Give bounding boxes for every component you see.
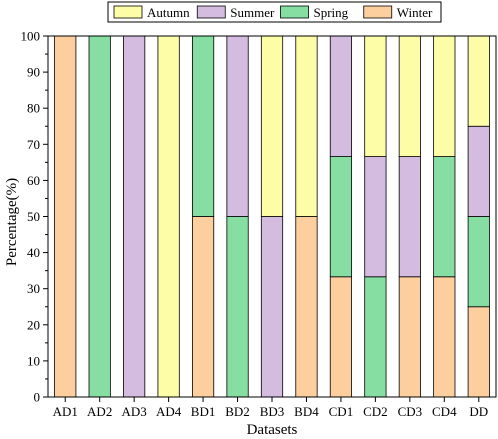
bar-cd4-winter [433, 276, 456, 398]
legend-swatch-winter [363, 5, 393, 19]
bar-bd3-autumn [260, 35, 284, 217]
bar-bd2-summer [226, 35, 249, 217]
bar-bd1-winter [191, 216, 215, 398]
y-axis-title: Percentage(%) [4, 178, 20, 266]
y-tick-label-10: 10 [27, 353, 40, 368]
bar-dd-autumn [467, 35, 490, 127]
legend-swatch-summer [196, 5, 226, 19]
bar-cd4-autumn [433, 35, 456, 157]
bar-cd3-autumn [398, 35, 421, 157]
x-tick-label-cd3: CD3 [398, 404, 423, 419]
x-tick-label-bd2: BD2 [225, 404, 250, 419]
x-tick-label-bd4: BD4 [294, 404, 319, 419]
x-tick-label-dd: DD [469, 404, 488, 419]
y-tick-label-50: 50 [27, 209, 40, 224]
bar-cd4-spring [433, 156, 456, 278]
bar-cd1-winter [329, 276, 353, 398]
bar-cd1-spring [329, 156, 353, 278]
bar-ad3-summer [123, 35, 146, 398]
y-tick-label-30: 30 [27, 281, 40, 296]
bar-bd2-spring [226, 216, 249, 398]
x-axis-title: Datasets [247, 422, 298, 438]
bar-ad1-winter [54, 35, 77, 398]
bar-dd-spring [467, 216, 490, 308]
y-tick-label-40: 40 [27, 245, 40, 260]
x-tick-label-ad3: AD3 [122, 404, 147, 419]
y-tick-label-70: 70 [27, 137, 40, 152]
bar-cd2-summer [364, 156, 387, 278]
x-tick-label-ad2: AD2 [87, 404, 112, 419]
x-tick-label-cd2: CD2 [363, 404, 388, 419]
x-tick-label-cd1: CD1 [329, 404, 354, 419]
x-tick-label-bd3: BD3 [260, 404, 285, 419]
bar-cd3-winter [398, 276, 421, 398]
legend-label-winter: Winter [397, 5, 433, 20]
bar-cd2-spring [364, 276, 387, 398]
legend-label-summer: Summer [230, 5, 275, 20]
bar-bd3-summer [260, 216, 284, 398]
x-tick-label-cd4: CD4 [432, 404, 457, 419]
bar-dd-winter [467, 306, 490, 398]
bar-bd4-autumn [295, 35, 318, 217]
y-tick-label-0: 0 [34, 390, 41, 405]
bar-bd1-spring [191, 35, 215, 217]
y-tick-label-60: 60 [27, 173, 40, 188]
x-tick-label-ad1: AD1 [53, 404, 78, 419]
legend-label-autumn: Autumn [147, 5, 190, 20]
y-tick-label-20: 20 [27, 317, 40, 332]
bar-ad4-autumn [157, 35, 180, 398]
legend-box [107, 1, 442, 23]
bars-group [54, 35, 490, 398]
x-tick-label-ad4: AD4 [156, 404, 182, 419]
bar-ad2-spring [88, 35, 111, 398]
x-tick-label-bd1: BD1 [191, 404, 216, 419]
y-tick-label-80: 80 [27, 101, 40, 116]
axes-group: 0 10 20 30 40 50 60 70 80 90 100 AD1 AD2 AD3 AD4 BD1 BD2… [21, 29, 497, 419]
y-tick-label-100: 100 [21, 29, 41, 44]
legend-swatch-autumn [113, 5, 143, 19]
bar-cd2-autumn [364, 35, 387, 157]
y-tick-label-90: 90 [27, 65, 40, 80]
bar-dd-summer [467, 125, 490, 217]
bar-bd4-winter [295, 216, 318, 398]
bar-cd1-summer [329, 35, 353, 157]
legend-label-spring: Spring [314, 5, 349, 20]
bar-cd3-summer [398, 156, 421, 278]
legend-swatch-spring [280, 5, 309, 19]
legend: Autumn Summer Spring Winter [107, 1, 442, 23]
